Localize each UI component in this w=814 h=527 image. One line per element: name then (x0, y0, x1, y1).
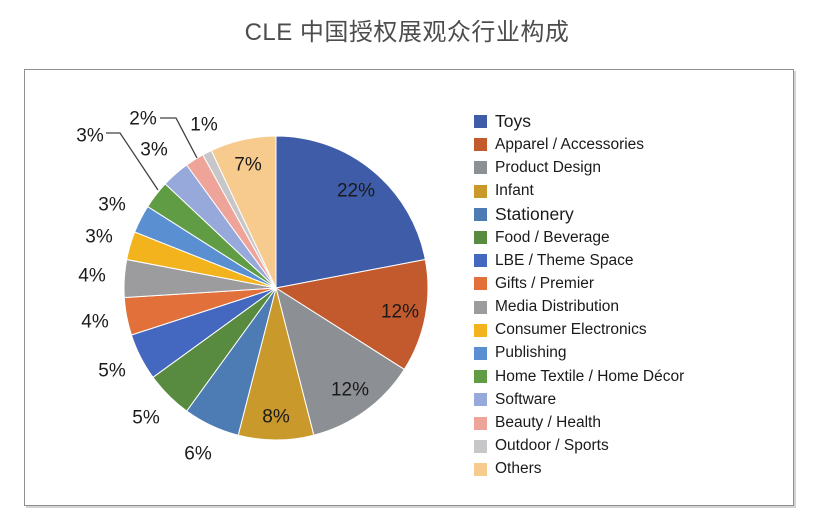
legend-item-others: Others (474, 458, 684, 481)
legend-swatch (474, 393, 487, 407)
legend-label: Others (495, 460, 542, 478)
legend-item-media-distribution: Media Distribution (474, 296, 684, 319)
pie-slice-product-design (275, 286, 405, 436)
legend-label: Gifts / Premier (495, 274, 595, 292)
data-label-toys: 22% (337, 181, 375, 202)
legend: Toys Apparel / Accessories Product Design I… (474, 110, 684, 481)
legend-item-stationery: Stationery (474, 203, 684, 226)
data-label-lbe-theme-space: 5% (98, 361, 126, 382)
legend-swatch (474, 346, 487, 360)
legend-label: LBE / Theme Space (495, 251, 634, 269)
legend-swatch (474, 416, 487, 430)
legend-swatch (474, 462, 487, 476)
legend-label: Product Design (495, 158, 601, 176)
legend-label: Publishing (495, 344, 567, 362)
data-label-product-design: 12% (331, 380, 369, 401)
legend-swatch (474, 138, 487, 152)
legend-label: Stationery (495, 203, 574, 224)
legend-label: Toys (495, 111, 531, 132)
legend-item-lbe-theme-space: LBE / Theme Space (474, 249, 684, 272)
pie-slice-others (210, 135, 277, 289)
data-label-outdoor-sports: 1% (190, 115, 218, 136)
legend-label: Food / Beverage (495, 228, 610, 246)
legend-item-gifts-premier: Gifts / Premier (474, 272, 684, 295)
legend-label: Apparel / Accessories (495, 135, 645, 153)
legend-label: Infant (495, 182, 534, 200)
legend-swatch (474, 277, 487, 291)
label-leader-line (160, 117, 198, 159)
legend-item-beauty-health: Beauty / Health (474, 411, 684, 434)
data-label-publishing: 3% (98, 195, 126, 216)
legend-swatch (474, 300, 487, 314)
legend-swatch (474, 161, 487, 175)
legend-label: Beauty / Health (495, 414, 601, 432)
legend-swatch (474, 323, 487, 337)
chart-title: CLE 中国授权展观众行业构成 (244, 19, 570, 46)
data-label-media-distribution: 4% (78, 266, 106, 287)
legend-label: Consumer Electronics (495, 321, 647, 339)
legend-swatch (474, 184, 487, 198)
legend-item-publishing: Publishing (474, 342, 684, 365)
data-label-beauty-health: 2% (129, 109, 157, 130)
legend-label: Software (495, 390, 557, 408)
legend-item-food-beverage: Food / Beverage (474, 226, 684, 249)
legend-label: Home Textile / Home Décor (495, 367, 685, 385)
data-label-home-textile-home-d-cor: 3% (76, 126, 104, 147)
data-label-consumer-electronics: 3% (85, 227, 113, 248)
data-label-others: 7% (234, 155, 262, 176)
data-label-software: 3% (140, 140, 168, 161)
legend-item-toys: Toys (474, 110, 684, 133)
data-label-apparel-accessories: 12% (381, 302, 419, 323)
legend-item-home-textile-home-d-cor: Home Textile / Home Décor (474, 365, 684, 388)
legend-swatch (474, 254, 487, 268)
legend-item-software: Software (474, 388, 684, 411)
data-label-food-beverage: 5% (132, 408, 160, 429)
legend-label: Media Distribution (495, 298, 620, 316)
legend-item-apparel-accessories: Apparel / Accessories (474, 133, 684, 156)
legend-item-outdoor-sports: Outdoor / Sports (474, 435, 684, 458)
legend-swatch (474, 231, 487, 245)
legend-label: Outdoor / Sports (495, 437, 609, 455)
pie-slice-apparel-accessories (274, 258, 429, 371)
legend-item-infant: Infant (474, 180, 684, 203)
legend-swatch (474, 370, 487, 384)
data-label-gifts-premier: 4% (81, 312, 109, 333)
label-leader-line (106, 132, 159, 191)
legend-swatch (474, 439, 487, 453)
legend-item-product-design: Product Design (474, 156, 684, 179)
data-label-infant: 8% (262, 407, 290, 428)
legend-swatch (474, 115, 487, 129)
pie-chart: 22% 12% 12% 8% 6% 5% 5% 4% 4% 3% 3% 3% 3% 2% 1% 7% (76, 109, 429, 465)
pie-slice-toys (275, 135, 426, 289)
data-label-stationery: 6% (184, 444, 212, 465)
legend-item-consumer-electronics: Consumer Electronics (474, 319, 684, 342)
legend-swatch (474, 207, 487, 221)
